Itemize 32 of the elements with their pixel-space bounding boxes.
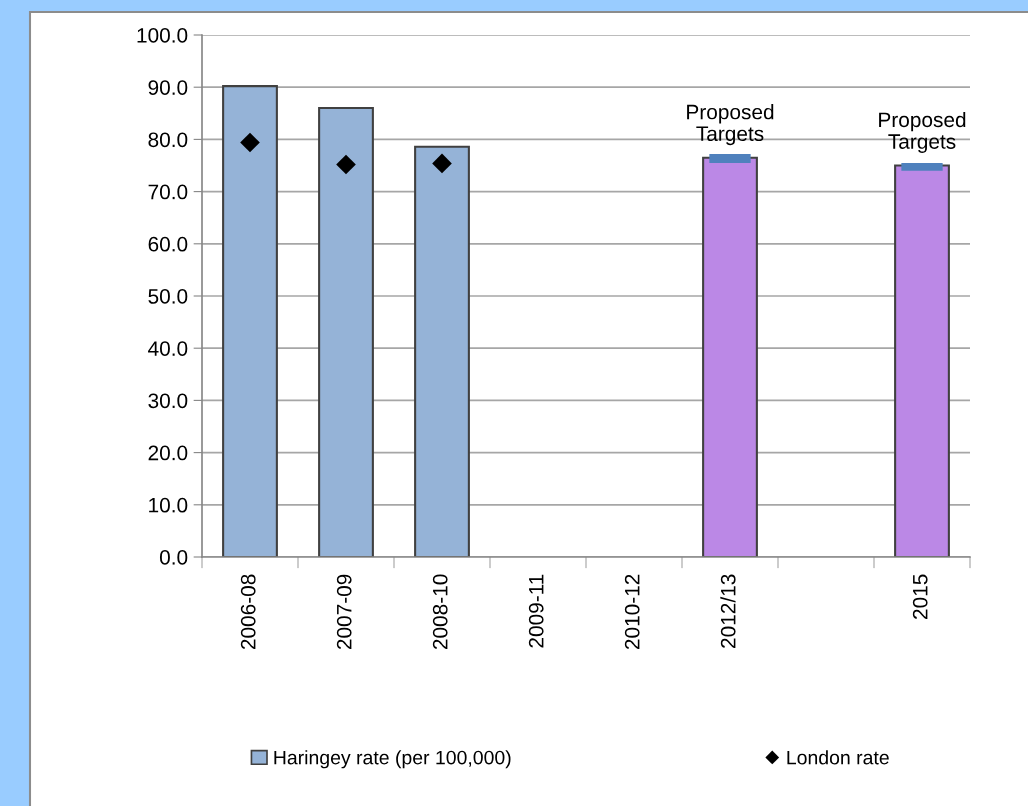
x-tick-label: 2007-09 [336,574,352,650]
y-tick-label: 10.0 [149,497,188,513]
x-tick-label: 2012/13 [720,574,736,648]
bar [222,85,278,557]
bar [318,107,374,557]
bar [709,154,751,163]
bar [901,162,943,171]
y-tick-label: 20.0 [148,445,188,461]
point [432,153,452,174]
bar [894,164,950,557]
x-tick-label: 2006-08 [240,574,256,650]
x-tick-label: 2015 [912,574,928,619]
y-tick-label: 60.0 [148,236,188,252]
annotation: Proposed Targets [879,111,966,153]
legend-label: London rate [787,750,889,765]
y-tick-label: 30.0 [148,393,188,409]
y-tick-label: 80.0 [148,132,188,148]
bar [414,145,470,557]
y-tick-label: 70.0 [148,184,188,200]
legend-label: Haringey rate (per 100,000) [274,750,511,769]
y-tick-label: 40.0 [148,341,188,356]
x-tick-label: 2008-10 [432,574,448,650]
y-tick-label: 0.0 [159,550,188,565]
bar [702,156,758,557]
y-tick-label: 90.0 [148,80,188,95]
point [240,132,260,153]
x-tick-label: 2010-12 [624,574,640,650]
y-tick-label: 50.0 [148,289,188,304]
x-tick-label: 2009-11 [528,574,544,648]
y-tick-label: 100.0 [137,28,188,43]
annotation: Proposed Targets [687,104,774,146]
point [336,154,356,175]
